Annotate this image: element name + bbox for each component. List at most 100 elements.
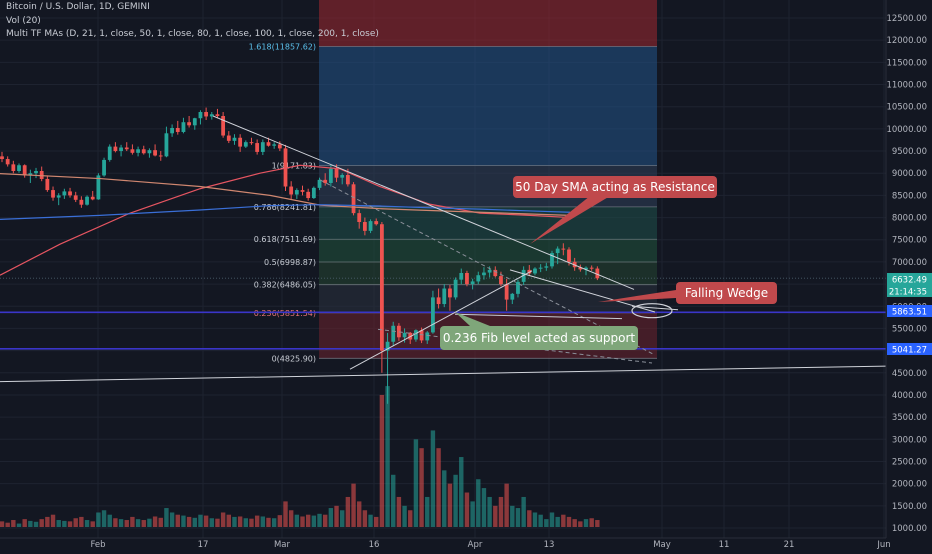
candle-body	[153, 150, 157, 156]
volume-bar	[413, 439, 419, 527]
candle-body	[141, 149, 146, 154]
volume-bar	[385, 386, 390, 527]
volume-bar	[164, 508, 169, 527]
volume-bar	[300, 516, 305, 527]
long-support-trendline	[0, 365, 887, 383]
candle-body	[170, 127, 174, 134]
price-axis-label: 7500.00	[892, 236, 927, 246]
resistance-callout-box[interactable]	[513, 176, 717, 198]
candle-body	[311, 187, 316, 199]
volume-bar	[175, 514, 180, 527]
price-axis-label: 12000.00	[886, 36, 927, 46]
candle-body	[431, 297, 435, 333]
candle-body	[448, 288, 452, 298]
support-callout-box[interactable]	[440, 326, 638, 350]
volume-bar	[481, 488, 487, 527]
candle-body	[385, 341, 390, 351]
time-axis-label: 17	[198, 540, 209, 550]
volume-bar	[493, 505, 498, 527]
candle-body	[419, 330, 424, 341]
volume-legend[interactable]: Vol (20)	[6, 16, 41, 26]
volume-bar	[101, 510, 107, 527]
candle-body	[5, 159, 10, 165]
volume-bar	[453, 474, 458, 527]
ma-orange-line	[0, 173, 571, 216]
candle-body	[493, 269, 498, 277]
fib-level-label: 0(4825.90)	[272, 354, 316, 363]
candle-body	[589, 267, 594, 269]
last-price-tag-bg[interactable]	[887, 273, 932, 285]
candle-body	[578, 267, 583, 270]
candle-body	[181, 122, 186, 132]
candle-body	[521, 269, 526, 282]
price-axis-label: 5500.00	[892, 324, 927, 334]
fib-level-label: 1.618(11857.62)	[249, 42, 316, 51]
price-axis-label: 9500.00	[892, 147, 927, 157]
candle-body	[351, 184, 356, 214]
candle-body	[277, 144, 282, 149]
volume-bar	[220, 512, 226, 527]
candle-body	[533, 268, 537, 274]
volume-bar	[328, 508, 334, 527]
volume-bar	[538, 514, 543, 527]
wedge-lower-trendline	[349, 270, 533, 370]
level-price-tag-bg[interactable]	[887, 305, 932, 317]
candle-body	[357, 213, 362, 223]
candle-body	[158, 155, 163, 157]
candle-body	[550, 253, 554, 267]
candle-body	[306, 191, 311, 199]
candle-body	[22, 165, 27, 176]
volume-bar	[96, 512, 101, 527]
candle-body	[345, 174, 350, 185]
candle-body	[317, 179, 322, 188]
volume-bar	[237, 516, 243, 527]
wedge-apex-ellipse	[631, 303, 673, 319]
volume-bar	[232, 516, 237, 527]
candle-body	[391, 325, 396, 342]
symbol-legend[interactable]: Bitcoin / U.S. Dollar, 1D, GEMINI	[6, 2, 150, 12]
volume-bar	[561, 514, 566, 527]
countdown-tag: 21:14:35	[889, 288, 927, 298]
level-price-tag-bg[interactable]	[887, 343, 932, 355]
candle-body	[85, 196, 89, 205]
time-axis-label: Mar	[274, 540, 291, 550]
volume-bar	[549, 512, 555, 527]
candle-body	[187, 122, 192, 126]
price-axis-label: 7000.00	[892, 258, 927, 268]
candle-body	[476, 275, 481, 282]
support-callout-text: 0.236 Fib level acted as support	[443, 331, 636, 345]
candle-body	[73, 195, 78, 200]
price-axis-label: 8500.00	[892, 191, 927, 201]
candle-body	[198, 112, 203, 119]
volume-bar	[147, 518, 152, 527]
time-axis-label: 21	[784, 540, 795, 550]
volume-bar	[192, 517, 197, 527]
wedge-callout-box[interactable]	[676, 282, 777, 304]
time-axis-label: 11	[719, 540, 730, 550]
price-axis-label: 9000.00	[892, 169, 927, 179]
volume-bar	[396, 496, 402, 527]
volume-bar	[198, 514, 203, 527]
volume-bar	[578, 521, 583, 527]
volume-bar	[158, 517, 163, 527]
volume-bar	[33, 521, 39, 527]
volume-bar	[56, 520, 61, 527]
time-axis-label: Feb	[90, 540, 105, 550]
candle-body	[255, 143, 260, 152]
time-axis-label: 16	[369, 540, 380, 550]
volume-bar	[11, 520, 16, 527]
volume-bar	[419, 448, 424, 527]
volume-bar	[271, 518, 277, 527]
ma-legend[interactable]: Multi TF MAs (D, 21, 1, close, 50, 1, cl…	[6, 29, 379, 39]
candle-body	[204, 112, 209, 117]
volume-bar	[487, 496, 492, 527]
candle-body	[11, 164, 16, 172]
candle-body	[402, 332, 407, 338]
countdown-tag-bg[interactable]	[887, 285, 932, 297]
volume-bar	[305, 514, 311, 527]
candle-body	[442, 288, 447, 305]
price-axis-label: 1500.00	[892, 502, 927, 512]
volume-bar	[22, 519, 27, 527]
